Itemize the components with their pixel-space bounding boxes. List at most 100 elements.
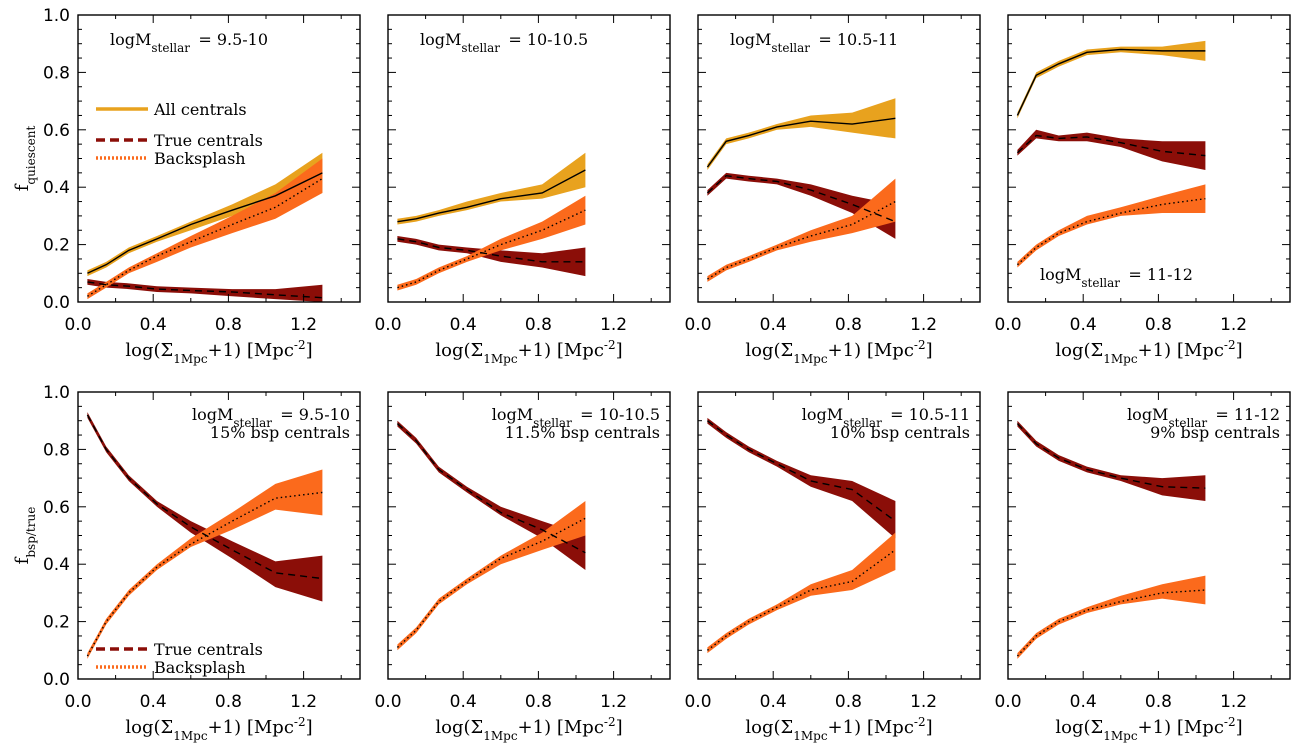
x-tick-label: 1.2 [290, 692, 317, 712]
band-backsplash [397, 195, 586, 291]
mass-bin-annotation: logMstellar = 10.5-11 [802, 405, 970, 430]
x-tick-label: 0.0 [64, 315, 91, 335]
line-all-centrals [706, 117, 896, 168]
band-backsplash [87, 158, 323, 300]
x-tick-label: 0.8 [525, 315, 552, 335]
band-backsplash [397, 501, 586, 651]
x-tick-label: 0.8 [215, 692, 242, 712]
x-tick-label: 1.2 [600, 692, 627, 712]
line-true-centrals [1016, 134, 1206, 157]
band-backsplash [707, 178, 896, 282]
x-tick-label: 1.2 [600, 315, 627, 335]
line-true-centrals [87, 281, 323, 299]
band-all-centrals [707, 98, 896, 170]
plot-frame [697, 14, 981, 303]
panel-1-3: 0.0 0.4 0.8 1.2 log(Σ1Mpc+1) [Mpc-2] logMstel… [994, 391, 1291, 743]
line-true-centrals [706, 420, 896, 522]
panel-1-1: 0.0 0.4 0.8 1.2 log(Σ1Mpc+1) [Mpc-2] logMstel… [374, 391, 671, 743]
x-tick-label: 1.2 [910, 315, 937, 335]
x-axis-label: log(Σ1Mpc+1) [Mpc-2] [125, 338, 312, 366]
x-tick-label: 0.4 [140, 692, 167, 712]
band-all-centrals [397, 152, 586, 225]
line-backsplash [707, 200, 896, 280]
x-tick-label: 0.0 [684, 692, 711, 712]
panel-1-2: 0.0 0.4 0.8 1.2 log(Σ1Mpc+1) [Mpc-2] logMstel… [684, 391, 981, 743]
y-tick-label: 1.0 [43, 6, 70, 26]
x-tick-label: 0.0 [64, 692, 91, 712]
x-tick-label: 0.4 [1070, 692, 1097, 712]
x-tick-label: 0.4 [140, 315, 167, 335]
y-tick-label: 0.8 [43, 63, 70, 83]
mass-bin-annotation: logMstellar = 9.5-10 [192, 405, 350, 430]
legend-label: Backsplash [154, 658, 246, 677]
band-backsplash [1017, 575, 1206, 659]
y-tick-label: 0.0 [43, 293, 70, 313]
x-tick-label: 1.2 [1220, 315, 1247, 335]
x-tick-label: 0.0 [374, 692, 401, 712]
line-true-centrals [1016, 423, 1206, 489]
panel-0-0: 0.0 0.4 0.8 1.2 0.0 0.2 0.4 0.6 0.8 1.0 log(Σ1Mpc+… [12, 6, 361, 366]
panel-0-3: 0.0 0.4 0.8 1.2 log(Σ1Mpc+1) [Mpc-2] logMstel… [994, 14, 1291, 366]
mass-bin-annotation: logMstellar = 9.5-10 [110, 30, 268, 55]
y-axis-label: fbsp/true [12, 507, 38, 565]
band-all-centrals [1017, 40, 1206, 119]
y-tick-label: 0.4 [43, 555, 70, 575]
bsp-fraction-annotation: 10% bsp centrals [830, 423, 970, 442]
y-tick-label: 0.8 [43, 440, 70, 460]
panel-0-2: 0.0 0.4 0.8 1.2 log(Σ1Mpc+1) [Mpc-2] logMstel… [684, 14, 981, 366]
panel-1-0: 0.0 0.4 0.8 1.2 0.0 0.2 0.4 0.6 0.8 1.0 log(Σ1Mpc+… [12, 383, 361, 743]
legend-label: True centrals [154, 640, 263, 659]
line-true-centrals [706, 174, 896, 223]
x-tick-label: 0.8 [835, 692, 862, 712]
x-tick-label: 1.2 [290, 315, 317, 335]
bsp-fraction-annotation: 15% bsp centrals [210, 423, 350, 442]
x-tick-label: 0.8 [835, 315, 862, 335]
mass-bin-annotation: logMstellar = 10-10.5 [492, 405, 660, 430]
x-axis-label: log(Σ1Mpc+1) [Mpc-2] [1055, 715, 1242, 743]
x-axis-label: log(Σ1Mpc+1) [Mpc-2] [125, 715, 312, 743]
line-true-centrals [86, 414, 323, 580]
y-tick-label: 0.4 [43, 178, 70, 198]
line-backsplash [1016, 589, 1206, 657]
band-backsplash [1017, 184, 1206, 268]
y-tick-label: 0.6 [43, 498, 70, 518]
x-tick-label: 1.2 [910, 692, 937, 712]
x-tick-label: 0.4 [760, 692, 787, 712]
x-axis-label: log(Σ1Mpc+1) [Mpc-2] [1055, 338, 1242, 366]
band-true-centrals [707, 172, 896, 239]
x-axis-label: log(Σ1Mpc+1) [Mpc-2] [435, 338, 622, 366]
panel-0-1: 0.0 0.4 0.8 1.2 log(Σ1Mpc+1) [Mpc-2] logMstel… [374, 14, 671, 366]
line-all-centrals [87, 172, 323, 274]
x-tick-label: 0.4 [450, 315, 477, 335]
x-axis-label: log(Σ1Mpc+1) [Mpc-2] [745, 715, 932, 743]
y-tick-label: 0.2 [43, 613, 70, 633]
line-backsplash [86, 491, 323, 657]
x-tick-label: 0.4 [1070, 315, 1097, 335]
x-tick-label: 0.4 [450, 692, 477, 712]
legend-label: True centrals [154, 131, 263, 150]
x-tick-label: 0.0 [994, 692, 1021, 712]
band-true-centrals [1017, 129, 1206, 170]
y-tick-label: 0.0 [43, 670, 70, 690]
line-true-centrals [397, 238, 586, 263]
band-true-centrals [397, 420, 586, 570]
x-axis-label: log(Σ1Mpc+1) [Mpc-2] [435, 715, 622, 743]
x-tick-label: 0.8 [1145, 315, 1172, 335]
mass-bin-annotation: logMstellar = 11-12 [1127, 405, 1280, 430]
line-all-centrals [1016, 48, 1206, 116]
line-true-centrals [396, 423, 586, 554]
mass-bin-annotation: logMstellar = 10-10.5 [420, 30, 588, 55]
y-axis-label: fquiescent [12, 126, 38, 192]
mass-bin-annotation: logMstellar = 10.5-11 [730, 30, 898, 55]
band-backsplash [87, 469, 323, 659]
band-true-centrals [1017, 420, 1206, 502]
legend-label: Backsplash [154, 149, 246, 168]
plot-frame [1007, 14, 1291, 303]
legend-label: All centrals [153, 100, 247, 119]
x-tick-label: 0.8 [525, 692, 552, 712]
y-tick-label: 1.0 [43, 383, 70, 403]
x-tick-label: 0.8 [215, 315, 242, 335]
band-true-centrals [87, 279, 323, 302]
x-tick-label: 0.0 [684, 315, 711, 335]
